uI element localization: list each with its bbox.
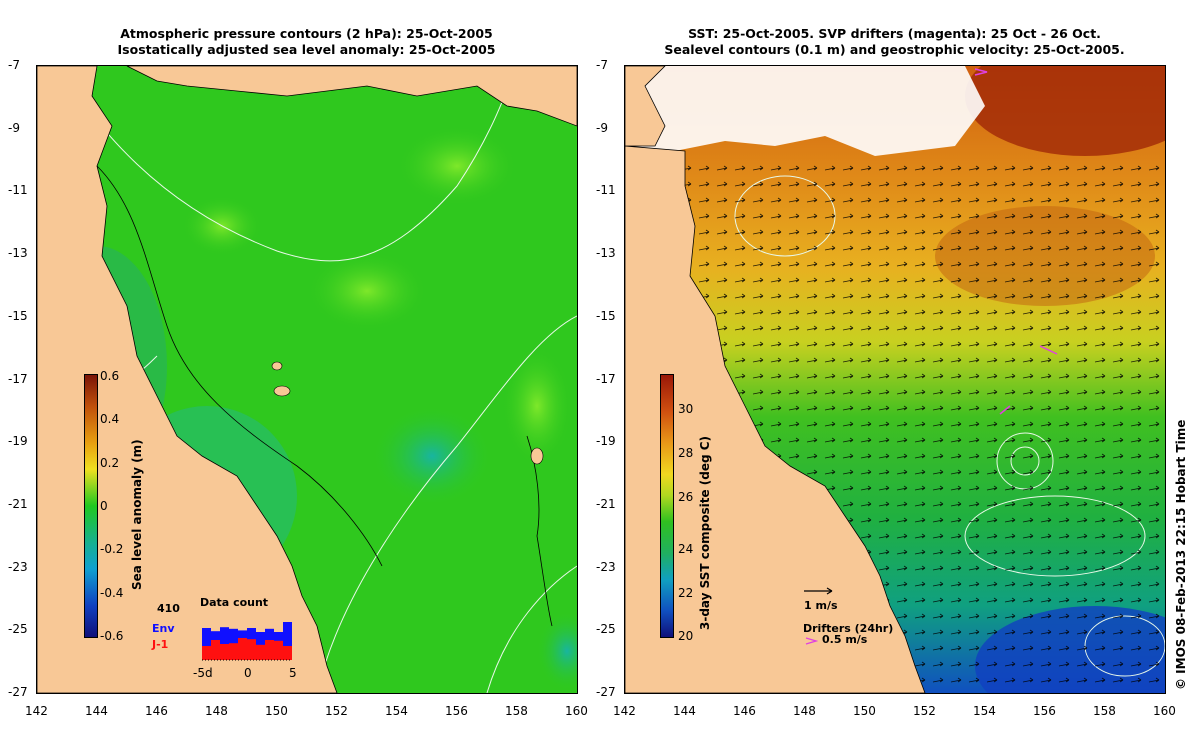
lat-tick-left-10: -27	[8, 685, 28, 699]
lat-tick-right-3: -13	[596, 246, 616, 261]
lat-tick-right-1: -9	[596, 120, 608, 135]
right-map-svg	[625, 66, 1165, 693]
lat-tick-right-9: -25	[596, 622, 616, 637]
hist-tick-0: 0	[244, 666, 252, 680]
hist-tick-neg5: -5d	[193, 666, 213, 680]
lat-tick-right-2: -11	[596, 183, 616, 198]
left-title-line1: Atmospheric pressure contours (2 hPa): 2…	[120, 26, 493, 41]
histogram-j1-bar	[283, 646, 292, 660]
lon-tick-right-0: 142	[613, 704, 636, 718]
drifter-legend-icon	[805, 637, 818, 645]
lon-tick-left-7: 156	[445, 704, 468, 718]
histogram-j1-bar	[238, 638, 247, 660]
hist-tick-5: 5	[289, 666, 297, 680]
data-count-title: Data count	[200, 596, 269, 609]
histogram-j1-bar	[229, 643, 238, 660]
lon-tick-left-8: 158	[505, 704, 528, 718]
lat-tick-right-7: -21	[596, 496, 616, 511]
lon-tick-left-4: 150	[265, 704, 288, 718]
lon-tick-right-6: 154	[973, 704, 996, 718]
histogram-env-bar	[283, 622, 292, 660]
lat-tick-right-5: -17	[596, 371, 616, 386]
lat-tick-right-6: -19	[596, 434, 616, 449]
lat-tick-left-4: -15	[8, 308, 28, 323]
vector-scale-label: 1 m/s	[804, 599, 838, 612]
left-cb-tick-3: 0	[100, 499, 108, 513]
histogram-j1-bar	[211, 640, 220, 660]
histogram-j1-bar	[256, 644, 265, 660]
left-cb-tick-0: 0.6	[100, 369, 120, 383]
lon-tick-right-3: 148	[793, 704, 816, 718]
right-title-line2: Sealevel contours (0.1 m) and geostrophi…	[664, 42, 1125, 57]
lat-tick-left-5: -17	[8, 371, 28, 386]
drifter-speed-label: 0.5 m/s	[822, 633, 868, 646]
right-title-line1: SST: 25-Oct-2005. SVP drifters (magenta)…	[688, 26, 1101, 41]
imos-credit: © IMOS 08-Feb-2013 22:15 Hobart Time	[1174, 419, 1188, 690]
right-colorbar	[660, 374, 674, 638]
lat-tick-right-0: -7	[596, 58, 608, 72]
lat-tick-left-3: -13	[8, 246, 28, 261]
left-title-line2: Isostatically adjusted sea level anomaly…	[117, 42, 496, 57]
lon-tick-left-5: 152	[325, 704, 348, 718]
histogram-j1-bar	[220, 644, 229, 660]
left-colorbar	[84, 374, 98, 638]
data-count-value: 410	[157, 602, 180, 615]
right-cb-tick-22: 22	[678, 586, 694, 600]
left-map-svg	[37, 66, 577, 693]
histogram-j1-bar	[202, 646, 211, 660]
lat-tick-left-1: -9	[8, 120, 20, 135]
lon-tick-left-6: 154	[385, 704, 408, 718]
lat-tick-left-8: -23	[8, 559, 28, 574]
lon-tick-left-9: 160	[565, 704, 588, 718]
right-map-panel	[624, 65, 1166, 694]
left-cb-tick-2: 0.2	[100, 456, 120, 470]
histogram-j1-bar	[265, 640, 274, 660]
histogram-j1-bar	[274, 640, 283, 660]
right-cb-tick-26: 26	[678, 490, 694, 504]
right-cb-tick-28: 28	[678, 446, 694, 460]
histogram-env-bar	[220, 627, 229, 660]
lat-tick-right-4: -15	[596, 308, 616, 323]
lon-tick-right-4: 150	[853, 704, 876, 718]
lon-tick-left-2: 146	[145, 704, 168, 718]
data-count-histogram	[202, 622, 292, 661]
left-cb-tick-4: -0.2	[100, 542, 124, 556]
lat-tick-left-2: -11	[8, 183, 28, 198]
lon-tick-right-8: 158	[1093, 704, 1116, 718]
lon-tick-right-5: 152	[913, 704, 936, 718]
lon-tick-left-3: 148	[205, 704, 228, 718]
left-map-panel	[36, 65, 578, 694]
left-cb-tick-1: 0.4	[100, 412, 120, 426]
lat-tick-left-7: -21	[8, 496, 28, 511]
right-cb-tick-24: 24	[678, 542, 694, 556]
new-guinea-land	[126, 66, 577, 127]
lon-tick-left-0: 142	[25, 704, 48, 718]
australia-land	[37, 66, 338, 693]
right-australia-land	[625, 66, 926, 693]
env-label: Env	[152, 622, 175, 635]
lat-tick-left-6: -19	[8, 434, 28, 449]
right-colorbar-label: 3-day SST composite (deg C)	[698, 435, 712, 630]
histogram-j1-bar	[247, 639, 256, 660]
lat-tick-right-10: -27	[596, 685, 616, 699]
drifters-label: Drifters (24hr)	[803, 622, 894, 635]
lon-tick-right-7: 156	[1033, 704, 1056, 718]
vector-scale-arrow	[804, 587, 833, 595]
right-cb-tick-20: 20	[678, 629, 694, 643]
lat-tick-left-0: -7	[8, 58, 20, 72]
lat-tick-right-8: -23	[596, 559, 616, 574]
lon-tick-left-1: 144	[85, 704, 108, 718]
left-colorbar-label: Sea level anomaly (m)	[130, 439, 144, 590]
lon-tick-right-2: 146	[733, 704, 756, 718]
histogram-env-bar	[202, 628, 211, 660]
lon-tick-right-9: 160	[1153, 704, 1176, 718]
lon-tick-right-1: 144	[673, 704, 696, 718]
right-cb-tick-30: 30	[678, 402, 694, 416]
left-cb-tick-6: -0.6	[100, 629, 124, 643]
lat-tick-left-9: -25	[8, 622, 28, 637]
j1-label: J-1	[152, 638, 169, 651]
left-cb-tick-5: -0.4	[100, 586, 124, 600]
